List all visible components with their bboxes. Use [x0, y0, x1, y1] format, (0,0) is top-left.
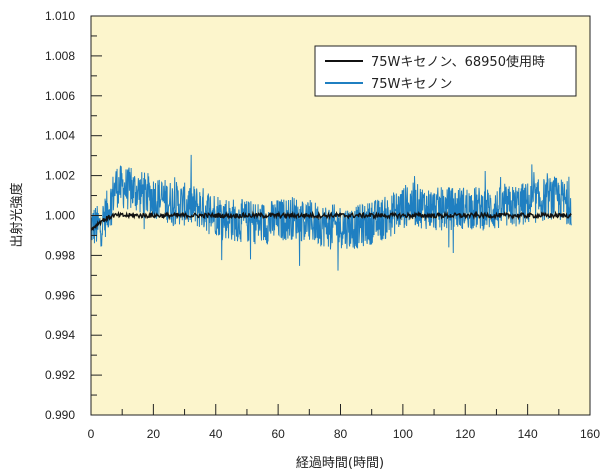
y-tick-label: 1.010 [45, 9, 75, 23]
y-axis-title: 出射光強度 [9, 182, 25, 247]
y-tick-label: 1.000 [45, 209, 75, 223]
x-tick-label: 0 [88, 427, 95, 441]
legend: 75Wキセノン、68950使用時 75Wキセノン [314, 45, 577, 97]
x-axis: 0 20 40 60 80 100 120 140 160 [88, 404, 600, 441]
series-layer [90, 154, 572, 271]
x-tick-label: 40 [209, 427, 223, 441]
x-tick-label: 100 [393, 427, 413, 441]
x-tick-label: 20 [147, 427, 161, 441]
y-tick-label: 0.994 [45, 328, 75, 342]
x-tick-label: 60 [271, 427, 285, 441]
y-tick-label: 0.990 [45, 408, 75, 422]
y-tick-label: 1.006 [45, 89, 75, 103]
x-tick-label: 140 [518, 427, 538, 441]
x-tick-label: 80 [334, 427, 348, 441]
y-tick-label: 1.002 [45, 169, 75, 183]
x-tick-label: 120 [455, 427, 475, 441]
x-axis-title: 経過時間(時間) [296, 456, 384, 471]
legend-label-blue: 75Wキセノン [371, 77, 452, 92]
x-tick-label: 160 [580, 427, 600, 441]
y-tick-label: 0.992 [45, 368, 75, 382]
legend-box [314, 45, 577, 97]
y-tick-label: 1.008 [45, 49, 75, 63]
y-tick-label: 0.998 [45, 248, 75, 262]
legend-label-black: 75Wキセノン、68950使用時 [371, 54, 545, 70]
y-tick-label: 0.996 [45, 288, 75, 302]
series-line-75w-xenon-68950 [90, 210, 572, 232]
y-axis: 0.990 0.992 0.994 0.996 0.998 1.000 1.002 1.004… [45, 9, 102, 422]
y-tick-label: 1.004 [45, 129, 75, 143]
